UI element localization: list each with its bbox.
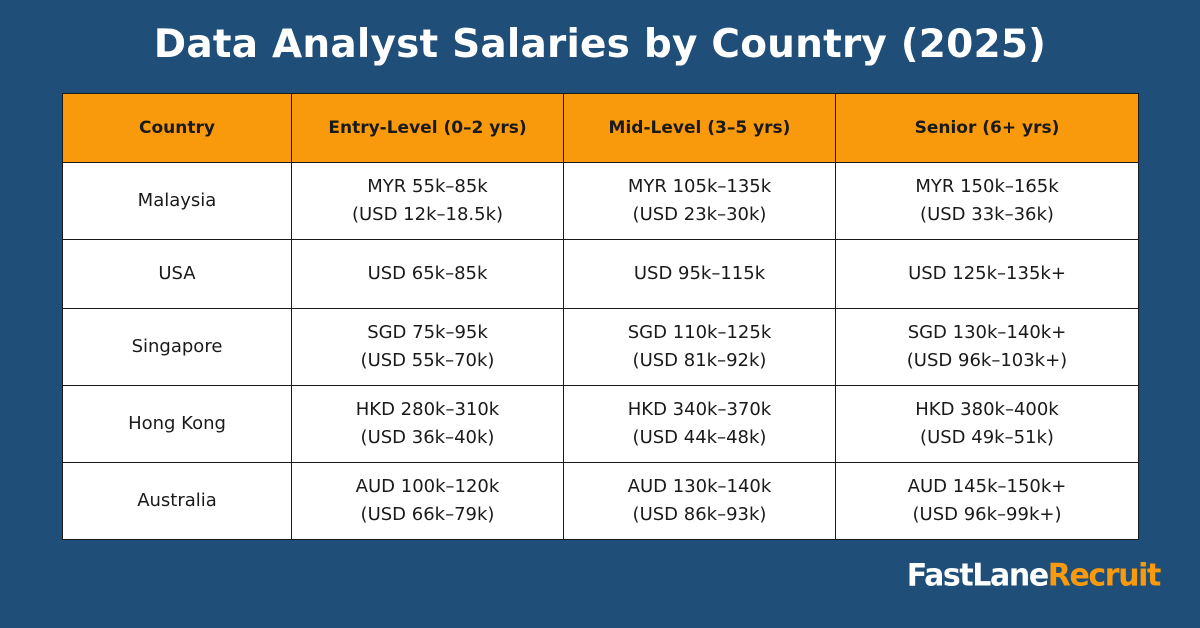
mid-level-cell: USD 95k–115k <box>563 239 836 309</box>
entry-level-cell: AUD 100k–120k (USD 66k–79k) <box>291 462 564 540</box>
entry-level-cell: HKD 280k–310k (USD 36k–40k) <box>291 385 564 463</box>
senior-cell: MYR 150k–165k (USD 33k–36k) <box>835 162 1139 240</box>
table-row: Australia AUD 100k–120k (USD 66k–79k) AU… <box>62 462 1139 540</box>
header-senior: Senior (6+ yrs) <box>835 93 1139 163</box>
country-cell: Hong Kong <box>62 385 292 463</box>
logo-text-recruit: Recruit <box>1047 557 1162 594</box>
brand-logo: FastLaneRecruit <box>906 557 1162 594</box>
country-cell: Australia <box>62 462 292 540</box>
table-row: Singapore SGD 75k–95k (USD 55k–70k) SGD … <box>62 308 1139 386</box>
senior-cell: USD 125k–135k+ <box>835 239 1139 309</box>
table-header-row: Country Entry-Level (0–2 yrs) Mid-Level … <box>62 93 1139 163</box>
logo-text-fastlane: FastLane <box>906 557 1049 594</box>
mid-level-cell: MYR 105k–135k (USD 23k–30k) <box>563 162 836 240</box>
table-row: USA USD 65k–85k USD 95k–115k USD 125k–13… <box>62 239 1139 309</box>
mid-level-cell: SGD 110k–125k (USD 81k–92k) <box>563 308 836 386</box>
entry-level-cell: USD 65k–85k <box>291 239 564 309</box>
mid-level-cell: HKD 340k–370k (USD 44k–48k) <box>563 385 836 463</box>
senior-cell: HKD 380k–400k (USD 49k–51k) <box>835 385 1139 463</box>
senior-cell: SGD 130k–140k+ (USD 96k–103k+) <box>835 308 1139 386</box>
entry-level-cell: SGD 75k–95k (USD 55k–70k) <box>291 308 564 386</box>
entry-level-cell: MYR 55k–85k (USD 12k–18.5k) <box>291 162 564 240</box>
country-cell: Malaysia <box>62 162 292 240</box>
header-mid-level: Mid-Level (3–5 yrs) <box>563 93 836 163</box>
salary-table: Country Entry-Level (0–2 yrs) Mid-Level … <box>62 93 1139 540</box>
header-entry-level: Entry-Level (0–2 yrs) <box>291 93 564 163</box>
country-cell: Singapore <box>62 308 292 386</box>
senior-cell: AUD 145k–150k+ (USD 96k–99k+) <box>835 462 1139 540</box>
page-title: Data Analyst Salaries by Country (2025) <box>153 22 1047 67</box>
table-row: Hong Kong HKD 280k–310k (USD 36k–40k) HK… <box>62 385 1139 463</box>
mid-level-cell: AUD 130k–140k (USD 86k–93k) <box>563 462 836 540</box>
table-row: Malaysia MYR 55k–85k (USD 12k–18.5k) MYR… <box>62 162 1139 240</box>
country-cell: USA <box>62 239 292 309</box>
header-country: Country <box>62 93 292 163</box>
